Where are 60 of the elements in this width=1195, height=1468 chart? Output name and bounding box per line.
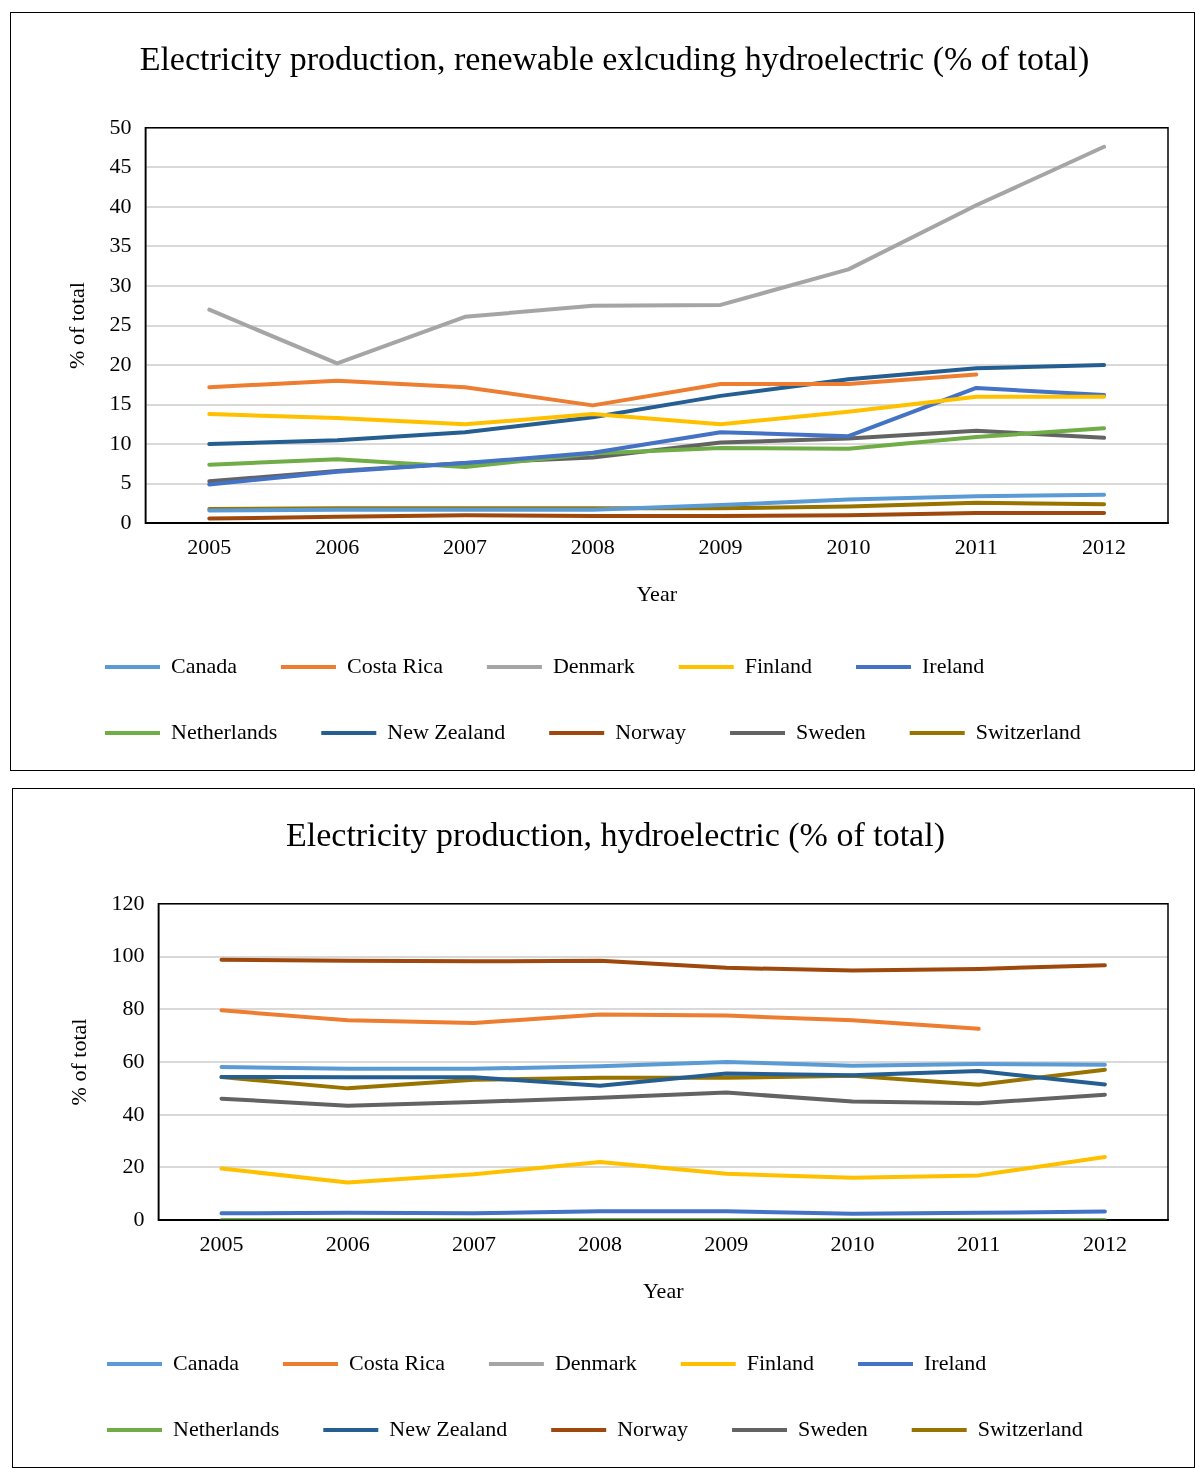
legend-label: Sweden (798, 1415, 868, 1441)
y-tick-label: 25 (109, 311, 132, 337)
y-tick-label: 0 (120, 508, 132, 534)
y-tick-label: 15 (109, 390, 132, 416)
y-tick-label: 120 (111, 889, 145, 915)
x-tick-label: 2007 (451, 1231, 496, 1257)
legend-label: Denmark (554, 1349, 637, 1375)
y-tick-label: 40 (109, 192, 132, 218)
x-tick-label: 2012 (1082, 534, 1127, 560)
legend-label: Sweden (796, 718, 866, 744)
legend-label: New Zealand (387, 718, 506, 744)
x-tick-label: 2008 (570, 534, 615, 560)
y-tick-label: 40 (122, 1100, 145, 1126)
y-tick-label: 10 (109, 429, 132, 455)
y-tick-label: 20 (122, 1153, 145, 1179)
x-tick-label: 2009 (698, 534, 743, 560)
x-tick-label: 2007 (442, 534, 487, 560)
legend-label: Costa Rica (346, 652, 444, 678)
legend-label: Ireland (923, 1349, 987, 1375)
y-tick-label: 20 (109, 350, 132, 376)
x-tick-label: 2005 (199, 1231, 244, 1257)
legend-label: Costa Rica (348, 1349, 446, 1375)
legend-label: Canada (171, 652, 238, 678)
x-tick-label: 2006 (325, 1231, 370, 1257)
legend-label: Canada (173, 1349, 240, 1375)
x-tick-label: 2011 (957, 1231, 1001, 1257)
legend-label: Finland (746, 1349, 814, 1375)
legend-label: Netherlands (173, 1415, 280, 1441)
x-axis-title: Year (636, 580, 678, 606)
x-tick-label: 2008 (578, 1231, 623, 1257)
x-tick-label: 2011 (954, 534, 998, 560)
y-tick-label: 60 (122, 1047, 145, 1073)
x-tick-label: 2010 (830, 1231, 875, 1257)
y-tick-label: 50 (109, 113, 132, 139)
x-tick-label: 2005 (187, 534, 232, 560)
y-tick-label: 80 (122, 995, 145, 1021)
y-tick-label: 45 (109, 153, 132, 179)
chart-title: Electricity production, hydroelectric (% of total) (286, 816, 945, 855)
legend-label: Ireland (921, 652, 985, 678)
y-axis-title: % of total (63, 282, 89, 369)
x-tick-label: 2009 (704, 1231, 749, 1257)
legend-label: Norway (617, 1415, 689, 1441)
y-tick-label: 0 (133, 1205, 145, 1231)
y-tick-label: 35 (109, 232, 132, 258)
x-tick-label: 2010 (826, 534, 871, 560)
x-tick-label: 2012 (1082, 1231, 1127, 1257)
chart-title: Electricity production, renewable exlcuding hydroelectric (% of total) (139, 40, 1090, 79)
legend-label: New Zealand (389, 1415, 508, 1441)
y-tick-label: 30 (109, 271, 132, 297)
legend-label: Finland (744, 652, 812, 678)
legend-label: Denmark (552, 652, 635, 678)
legend-label: Switzerland (975, 718, 1081, 744)
y-tick-label: 5 (120, 469, 132, 495)
legend-label: Norway (615, 718, 687, 744)
y-axis-title: % of total (65, 1018, 91, 1106)
legend-label: Switzerland (977, 1415, 1083, 1441)
y-tick-label: 100 (111, 942, 145, 968)
x-axis-title: Year (642, 1277, 685, 1303)
x-tick-label: 2006 (315, 534, 360, 560)
legend-label: Netherlands (171, 718, 278, 744)
